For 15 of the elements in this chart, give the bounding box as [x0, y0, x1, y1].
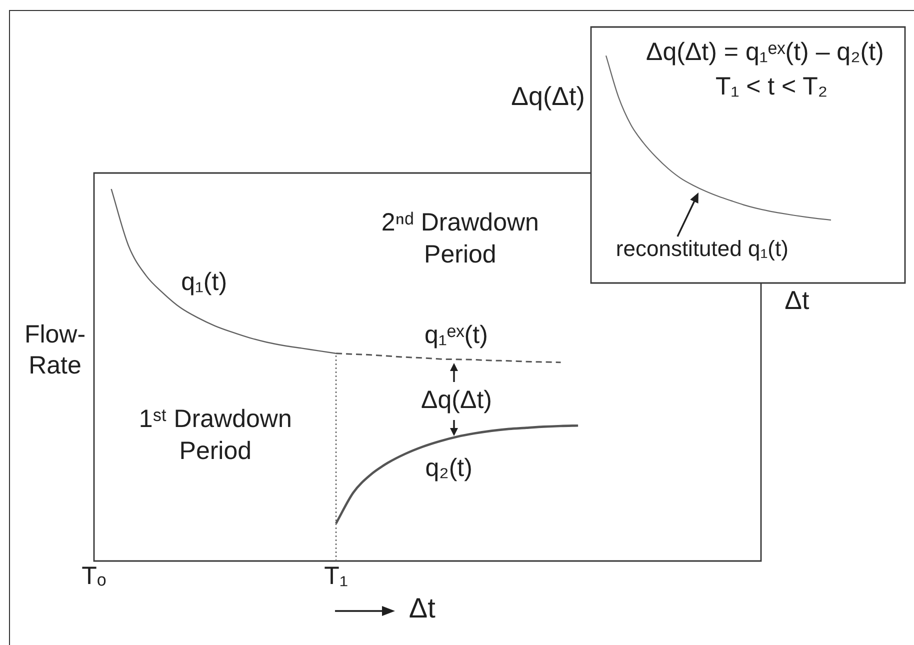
y-axis-title: Δq(Δt)	[511, 81, 585, 112]
annotation: 2ⁿᵈ Drawdown Period	[381, 208, 539, 269]
series-label: q₁(t)	[181, 268, 228, 296]
x-tick-label: Tₒ	[82, 562, 106, 590]
annotation: 1ˢᵗ Drawdown Period	[138, 405, 292, 466]
series-label: q₂(t)	[425, 454, 472, 482]
y-axis-title: Flow- Rate	[24, 320, 86, 380]
chart-title: Δq(Δt) = q₁ᵉˣ(t) – q₂(t)	[646, 38, 884, 66]
x-axis-title: Δt	[784, 285, 810, 316]
annotation: Δq(Δt)	[421, 386, 492, 414]
x-tick-label: T₁	[324, 562, 348, 590]
annotation: reconstituted q₁(t)	[616, 236, 788, 262]
series-label: q₁ᵉˣ(t)	[424, 321, 488, 350]
text: T₁ < t < T₂	[715, 72, 828, 100]
x-axis-title: Δt	[408, 592, 436, 624]
